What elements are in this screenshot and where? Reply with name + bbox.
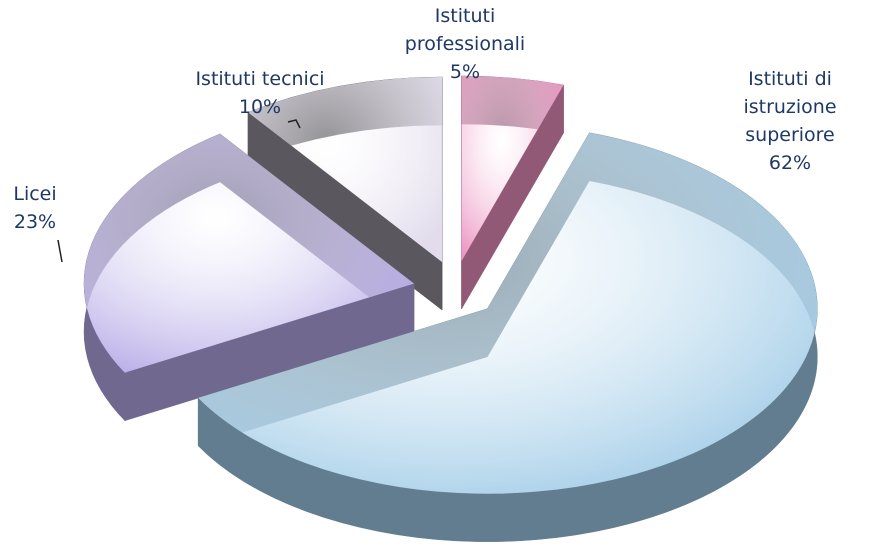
leader-line: [287, 119, 301, 129]
label-text: Licei: [13, 183, 57, 205]
slice: [461, 75, 564, 261]
label-text: 23%: [13, 211, 57, 233]
data-label: Licei 23%: [0, 180, 70, 236]
slice: [198, 132, 818, 494]
label-text: 62%: [768, 152, 812, 174]
data-label: Istituti professionali 5%: [390, 2, 540, 86]
data-label: Istituti tecnici 10%: [170, 65, 350, 121]
label-text: 5%: [449, 61, 481, 83]
label-text: Istituti tecnici: [195, 68, 325, 90]
label-text: Istituti di istruzione superiore: [743, 68, 837, 146]
label-text: 10%: [238, 96, 282, 118]
slice: [84, 133, 415, 373]
label-text: Istituti professionali: [404, 5, 526, 55]
data-label: Istituti di istruzione superiore 62%: [715, 65, 865, 177]
slice: [248, 77, 443, 263]
leader-line: [57, 239, 63, 263]
